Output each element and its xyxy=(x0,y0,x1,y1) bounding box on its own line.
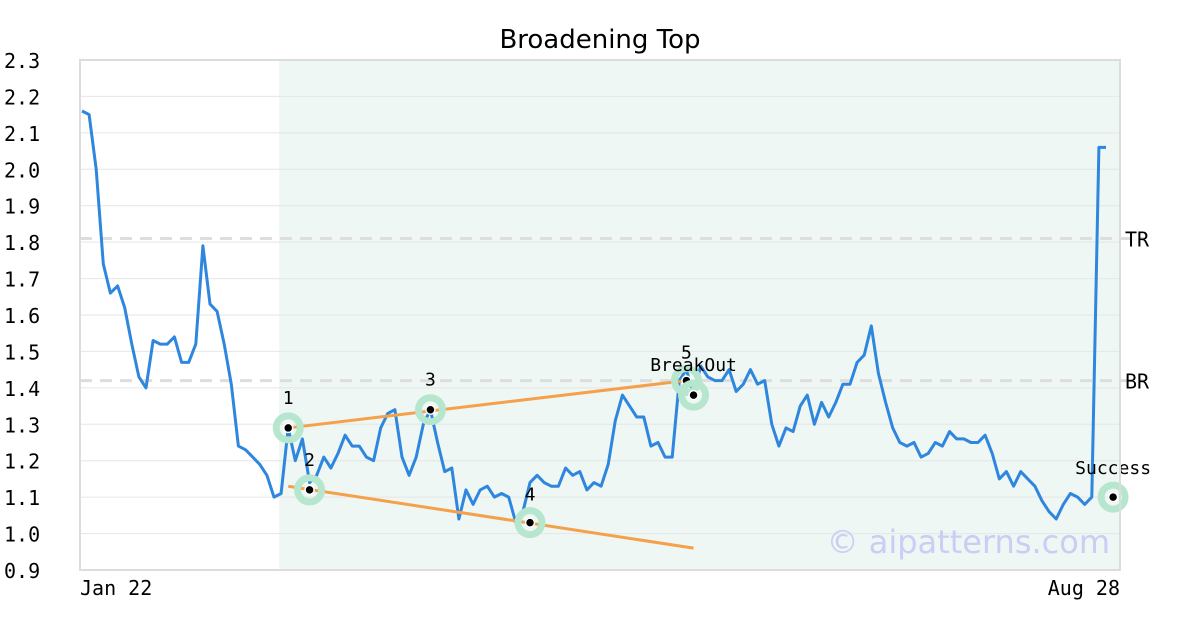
pattern-point-label: 5 xyxy=(681,343,692,364)
event-point-label: BreakOut xyxy=(650,355,737,376)
y-tick-label: 1.2 xyxy=(4,450,40,474)
x-tick-label: Aug 28 xyxy=(1048,576,1120,600)
y-tick-label: 1.7 xyxy=(4,268,40,292)
reference-line-label: TR xyxy=(1125,228,1150,252)
y-tick-label: 1.3 xyxy=(4,413,40,437)
reference-lines: TR BR xyxy=(80,228,1150,394)
event-point-ring xyxy=(678,379,710,411)
trendline xyxy=(287,484,694,550)
y-tick-label: 1.1 xyxy=(4,486,40,510)
y-tick-label: 2.1 xyxy=(4,122,40,146)
y-tick-label: 2.2 xyxy=(4,85,40,109)
plot-frame xyxy=(79,59,1121,571)
x-tick-label: Jan 22 xyxy=(80,576,152,600)
pattern-point-dot xyxy=(304,484,315,496)
y-tick-label: 1.0 xyxy=(4,523,40,547)
pattern-point-ring xyxy=(272,412,304,444)
y-tick-label: 1.4 xyxy=(4,377,40,401)
y-tick-label: 1.9 xyxy=(4,195,40,219)
pattern-point-ring xyxy=(514,507,546,539)
pattern-point-label: 2 xyxy=(304,450,315,471)
x-axis-ticks: Jan 22 Aug 28 xyxy=(80,576,1120,600)
pattern-point-label: 3 xyxy=(425,370,436,391)
pattern-point-ring xyxy=(294,474,326,506)
pattern-point-dot xyxy=(282,422,294,434)
event-point-dot xyxy=(1107,491,1119,503)
pattern-point-dot xyxy=(425,404,436,415)
y-tick-label: 2.3 xyxy=(4,49,40,73)
y-tick-label: 1.5 xyxy=(4,340,40,364)
pattern-point-ring xyxy=(414,394,446,426)
pattern-point-dot xyxy=(524,517,536,528)
trendlines xyxy=(287,379,694,550)
y-tick-label: 1.6 xyxy=(4,304,40,328)
price-line xyxy=(81,109,1106,525)
chart-title: Broadening Top xyxy=(499,25,700,55)
trendline xyxy=(288,379,687,430)
event-point-ring xyxy=(1097,481,1129,513)
pattern-point-label: 1 xyxy=(283,388,294,409)
pattern-point-label: 4 xyxy=(525,485,536,506)
watermark: © aipatterns.com xyxy=(827,523,1110,561)
event-point-label: Success xyxy=(1075,458,1151,479)
y-tick-label: 1.8 xyxy=(4,231,40,255)
y-tick-label: 0.9 xyxy=(4,559,40,583)
y-tick-label: 2.0 xyxy=(4,158,40,182)
reference-line-label: BR xyxy=(1125,370,1150,394)
y-axis-ticks: 0.9 1.0 1.1 1.2 1.3 1.4 1.5 1.6 1.7 1.8 1.9 2.0 2.1 2… xyxy=(4,49,40,583)
event-point-dot xyxy=(688,389,699,401)
